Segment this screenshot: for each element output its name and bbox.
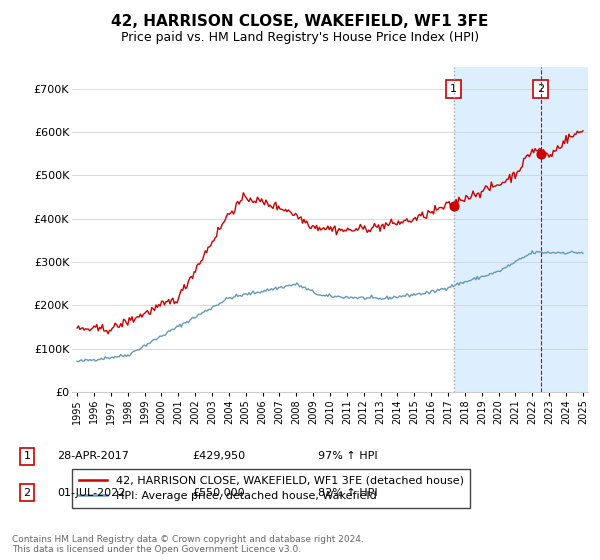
- Text: 42, HARRISON CLOSE, WAKEFIELD, WF1 3FE: 42, HARRISON CLOSE, WAKEFIELD, WF1 3FE: [112, 14, 488, 29]
- Point: [536, 150, 545, 158]
- Point: [449, 202, 458, 211]
- Text: 01-JUL-2022: 01-JUL-2022: [57, 488, 125, 498]
- Text: 28-APR-2017: 28-APR-2017: [57, 451, 129, 461]
- Text: £429,950: £429,950: [192, 451, 245, 461]
- Text: 2: 2: [537, 84, 544, 94]
- Text: £550,000: £550,000: [192, 488, 245, 498]
- Text: Price paid vs. HM Land Registry's House Price Index (HPI): Price paid vs. HM Land Registry's House …: [121, 31, 479, 44]
- Text: 2: 2: [23, 488, 31, 498]
- Text: 1: 1: [450, 84, 457, 94]
- Bar: [454, 67, 588, 392]
- Text: 97% ↑ HPI: 97% ↑ HPI: [318, 451, 377, 461]
- Text: 82% ↑ HPI: 82% ↑ HPI: [318, 488, 377, 498]
- Text: 1: 1: [23, 451, 31, 461]
- Text: Contains HM Land Registry data © Crown copyright and database right 2024.
This d: Contains HM Land Registry data © Crown c…: [12, 535, 364, 554]
- Legend: 42, HARRISON CLOSE, WAKEFIELD, WF1 3FE (detached house), HPI: Average price, det: 42, HARRISON CLOSE, WAKEFIELD, WF1 3FE (…: [73, 469, 470, 508]
